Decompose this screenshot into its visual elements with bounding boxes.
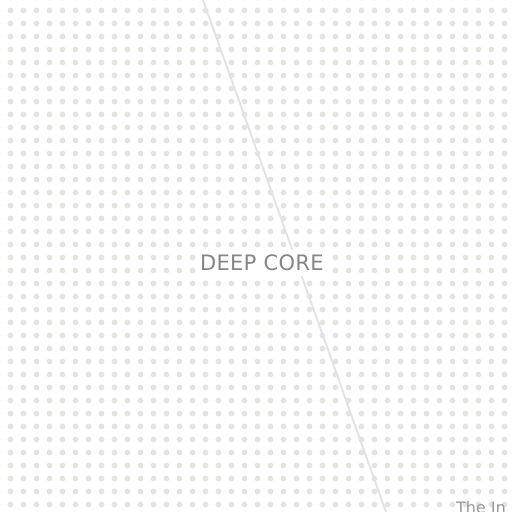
region-label-inner-partial[interactable]: The In: [456, 498, 506, 512]
region-label-deep-core[interactable]: DEEP CORE: [199, 250, 325, 276]
